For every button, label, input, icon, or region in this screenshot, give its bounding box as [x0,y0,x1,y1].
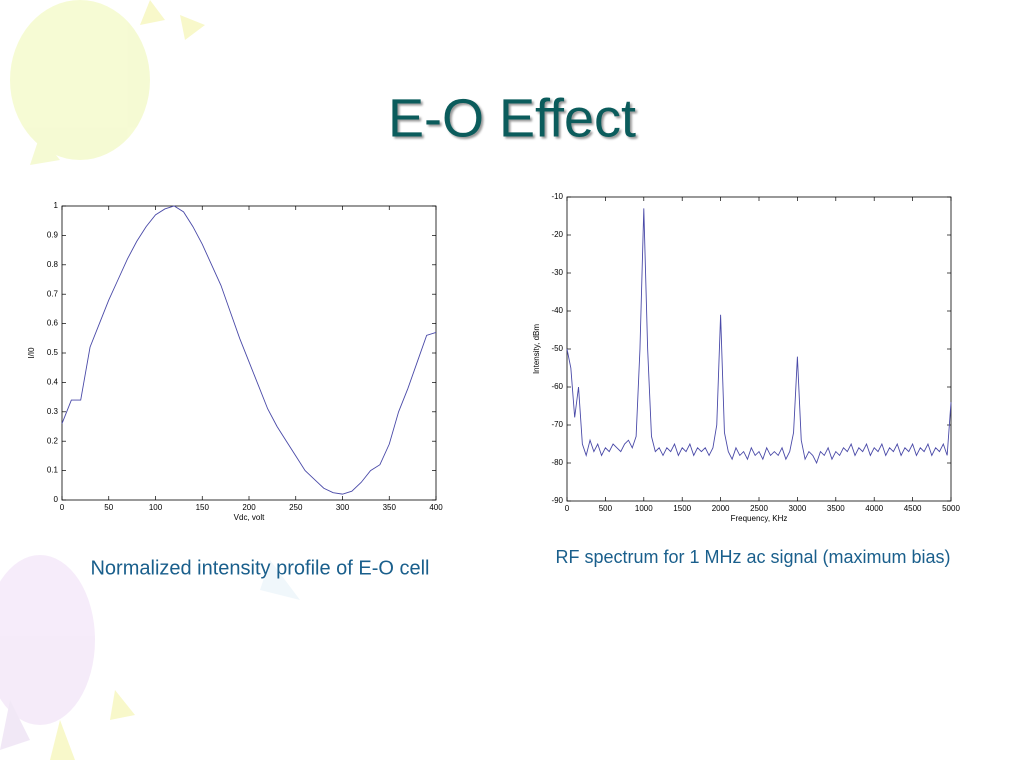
y-tick-label: 0.7 [47,289,59,298]
plot-area [61,205,437,501]
y-tick-label: 0.1 [47,466,59,475]
x-tick-label: 5000 [942,504,960,513]
y-tick-label: 0.6 [47,319,59,328]
data-line [566,208,952,465]
y-tick-label: 0.4 [47,378,59,387]
y-tick-label: -30 [551,268,563,277]
y-tick-label: 0.5 [47,348,59,357]
x-tick-label: 250 [289,503,303,512]
x-tick-label: 4000 [865,504,883,513]
caption: Normalized intensity profile of E-O cell [90,557,429,579]
y-tick-label: 1 [54,201,59,210]
y-tick-label: -80 [551,458,563,467]
x-tick-label: 4500 [904,504,922,513]
x-tick-label: 3000 [789,504,807,513]
x-tick-label: 500 [599,504,613,513]
x-tick-label: 3500 [827,504,845,513]
x-tick-label: 0 [565,504,570,513]
y-tick-label: 0.2 [47,436,59,445]
y-axis-label: Intensity, dBm [532,324,541,374]
x-tick-label: 150 [196,503,210,512]
y-tick-label: -50 [551,344,563,353]
y-tick-label: -10 [551,192,563,201]
x-axis-label: Frequency, KHz [731,514,788,523]
x-tick-label: 1000 [635,504,653,513]
caption: RF spectrum for 1 MHz ac signal (maximum… [555,547,950,567]
y-tick-label: 0.8 [47,260,59,269]
x-tick-label: 400 [429,503,443,512]
y-tick-label: -20 [551,230,563,239]
x-tick-label: 2000 [712,504,730,513]
slide-title: E-O Effect [388,88,636,148]
x-tick-label: 1500 [673,504,691,513]
y-tick-label: -90 [551,496,563,505]
x-tick-label: 0 [60,503,65,512]
decoration [0,0,300,760]
y-tick-label: 0.3 [47,407,59,416]
x-tick-label: 350 [383,503,397,512]
x-tick-label: 200 [242,503,256,512]
y-tick-label: -40 [551,306,563,315]
y-axis-label: I/I0 [27,347,36,359]
x-tick-label: 100 [149,503,163,512]
data-line [61,205,437,495]
x-tick-label: 50 [104,503,113,512]
plot-area [566,196,952,502]
y-tick-label: 0.9 [47,231,59,240]
y-tick-label: 0 [54,495,59,504]
x-tick-label: 2500 [750,504,768,513]
y-tick-label: -60 [551,382,563,391]
x-axis-label: Vdc, volt [234,513,265,522]
x-tick-label: 300 [336,503,350,512]
y-tick-label: -70 [551,420,563,429]
